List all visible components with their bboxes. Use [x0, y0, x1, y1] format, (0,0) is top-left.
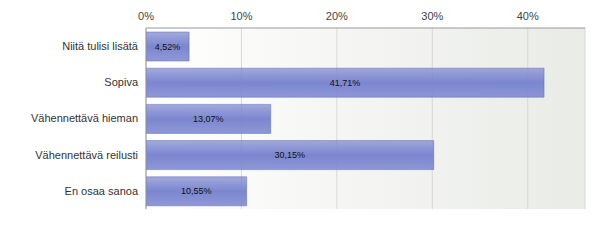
svg-text:13,07%: 13,07%: [193, 114, 224, 124]
svg-text:Vähennettävä reilusti: Vähennettävä reilusti: [35, 149, 138, 161]
svg-text:30,15%: 30,15%: [275, 150, 306, 160]
svg-text:En osaa sanoa: En osaa sanoa: [65, 185, 139, 197]
svg-text:Sopiva: Sopiva: [104, 76, 139, 88]
svg-text:20%: 20%: [326, 10, 348, 22]
svg-text:4,52%: 4,52%: [155, 42, 181, 52]
svg-text:0%: 0%: [138, 10, 154, 22]
svg-text:41,71%: 41,71%: [330, 78, 361, 88]
svg-text:Niitä tulisi lisätä: Niitä tulisi lisätä: [62, 40, 139, 52]
svg-text:30%: 30%: [421, 10, 443, 22]
svg-text:10%: 10%: [230, 10, 252, 22]
svg-text:40%: 40%: [517, 10, 539, 22]
svg-text:Vähennettävä hieman: Vähennettävä hieman: [31, 112, 138, 124]
svg-text:10,55%: 10,55%: [181, 186, 212, 196]
